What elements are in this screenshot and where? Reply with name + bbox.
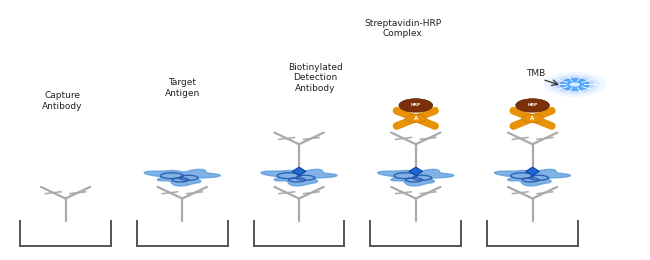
Polygon shape bbox=[261, 169, 337, 186]
Text: A: A bbox=[413, 116, 418, 121]
Text: Biotinylated
Detection
Antibody: Biotinylated Detection Antibody bbox=[288, 63, 343, 93]
Text: TMB: TMB bbox=[526, 69, 545, 78]
Circle shape bbox=[560, 79, 589, 90]
Circle shape bbox=[515, 99, 549, 112]
Circle shape bbox=[550, 75, 599, 94]
Polygon shape bbox=[292, 167, 306, 176]
Circle shape bbox=[399, 99, 433, 112]
Polygon shape bbox=[378, 169, 454, 186]
Text: HRP: HRP bbox=[528, 103, 538, 107]
Polygon shape bbox=[144, 169, 220, 186]
Text: A: A bbox=[530, 116, 535, 121]
Text: Capture
Antibody: Capture Antibody bbox=[42, 91, 83, 110]
Circle shape bbox=[555, 77, 594, 92]
Circle shape bbox=[543, 72, 606, 97]
Text: Target
Antigen: Target Antigen bbox=[164, 78, 200, 98]
Circle shape bbox=[406, 114, 426, 122]
Circle shape bbox=[522, 114, 543, 122]
Text: Streptavidin-HRP
Complex: Streptavidin-HRP Complex bbox=[364, 19, 441, 38]
Polygon shape bbox=[409, 167, 423, 176]
Text: HRP: HRP bbox=[411, 103, 421, 107]
Polygon shape bbox=[495, 169, 571, 186]
Polygon shape bbox=[526, 167, 540, 176]
Circle shape bbox=[569, 82, 580, 87]
